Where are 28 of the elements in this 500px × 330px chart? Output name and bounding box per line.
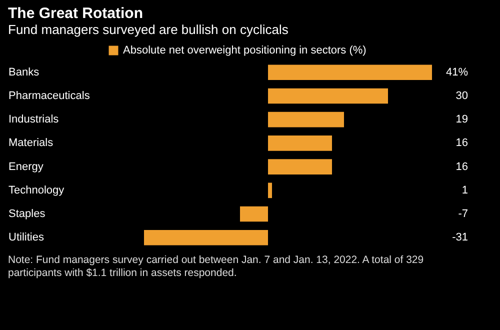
bar [268,64,432,80]
bar [268,182,272,198]
bar [144,230,268,246]
bar [268,136,332,151]
y-tick-label: Utilities [8,232,44,244]
data-label: -7 [458,208,468,220]
data-label: 41% [446,66,468,78]
data-label: 19 [456,114,468,126]
bar [268,88,388,104]
chart-subtitle: Fund managers surveyed are bullish on cyclicals [8,22,289,37]
data-label: -31 [452,232,468,244]
data-label: 16 [456,137,468,150]
y-tick-label: Banks [8,66,40,78]
chart-title: The Great Rotation [8,5,144,22]
bar [268,159,332,174]
y-tick-label: Industrials [8,114,60,126]
y-tick-label: Energy [8,160,44,173]
data-label: 1 [462,184,468,196]
data-label: 16 [456,160,468,173]
y-tick-label: Materials [8,137,54,150]
bar [240,206,268,222]
y-tick-label: Staples [8,208,46,220]
y-tick-label: Pharmaceuticals [8,90,90,102]
text: Note: Fund managers survey carried out between Jan. 7 and Jan. 13, 2022. A total of 329 participants with $1.1 trillion in assets responded. [8,254,425,280]
legend-label: Absolute net overweight positioning in sectors (%) [123,44,366,56]
data-label: 30 [456,90,468,102]
bar [268,112,344,128]
y-tick-label: Technology [8,184,65,196]
